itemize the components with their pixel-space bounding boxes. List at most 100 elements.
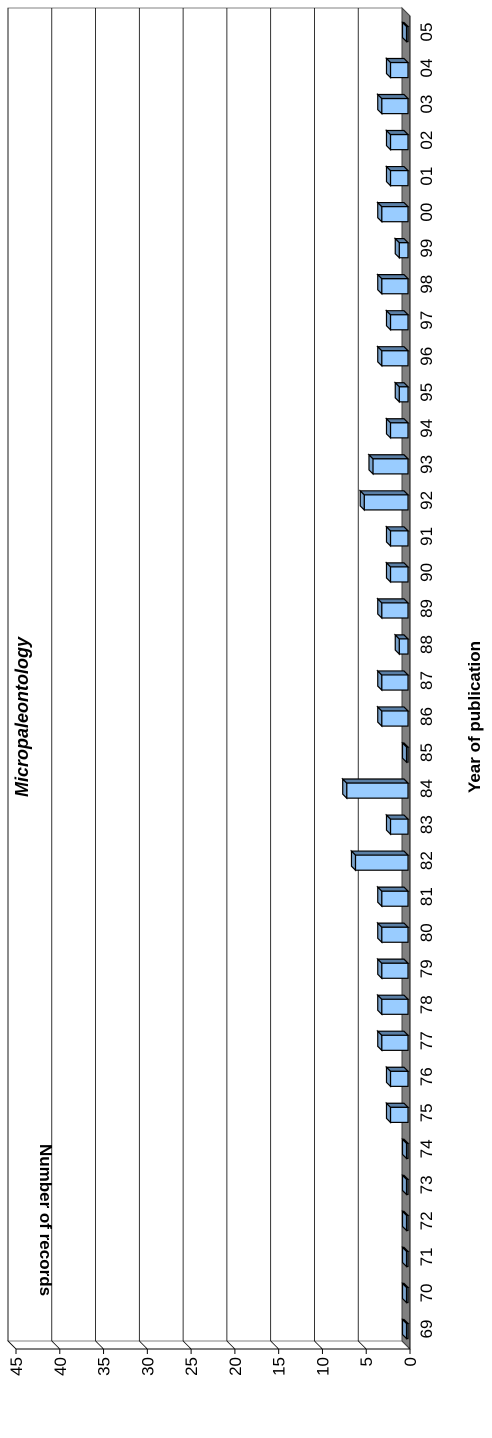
x-tick-label: 70 [417,1283,436,1302]
bar-side [358,490,410,496]
bar [381,278,409,295]
y-tick-label: 30 [138,1357,157,1376]
x-tick-label: 85 [417,743,436,762]
bar [381,710,409,727]
bar-side [376,706,410,712]
bar-side [376,670,410,676]
bar-side [385,814,410,820]
bar [381,350,409,367]
bar [389,422,409,439]
bar [398,242,409,259]
gridline-side [51,1340,61,1350]
x-tick-label: 97 [417,311,436,330]
x-tick-label: 78 [417,995,436,1014]
x-tick-label: 73 [417,1175,436,1194]
bar-side [376,346,410,352]
x-tick-label: 95 [417,383,436,402]
bar [372,458,409,475]
bar [389,133,409,151]
bar-side [385,310,410,316]
bar [389,169,409,187]
x-tick-label: 76 [417,1067,436,1086]
bar-side [401,1282,410,1288]
bar [389,530,409,547]
bar-side [341,778,410,784]
bar-side [385,57,410,64]
gridline-side [7,1340,17,1350]
x-tick-label: 02 [417,131,436,150]
bar-side [385,1102,410,1108]
plot-area: 0510152025303540456970717273747576777879… [6,6,436,1376]
bar-side [385,562,410,568]
bar-side [385,526,410,532]
x-tick-label: 93 [417,455,436,474]
x-tick-label: 84 [417,779,436,798]
x-tick-label: 87 [417,671,436,690]
x-tick-label: 99 [417,239,436,258]
x-tick-label: 71 [417,1247,436,1266]
bar [381,97,409,115]
gridline-side [314,1340,323,1350]
bar-side [401,21,410,28]
bar [381,602,409,619]
x-tick-label: 86 [417,707,436,726]
bar-side [393,382,410,388]
x-tick-label: 69 [417,1320,436,1339]
bar-side [376,886,410,892]
bar [389,61,409,79]
y-tick-label: 10 [313,1357,332,1376]
x-tick-label: 04 [417,59,436,78]
bar [381,890,409,907]
bar [381,1034,409,1051]
x-tick-label: 05 [417,23,436,42]
bar-side [376,922,410,928]
x-tick-label: 92 [417,491,436,510]
y-tick-label: 20 [226,1357,245,1376]
y-axis-title: Number of records [36,1144,55,1296]
bar-side [401,1318,410,1325]
bar [381,962,409,979]
y-tick-label: 0 [401,1357,420,1366]
x-tick-label: 74 [417,1139,436,1158]
bar [381,926,409,943]
y-tick-label: 5 [357,1357,376,1366]
x-tick-label: 83 [417,815,436,834]
bar [346,782,409,799]
bar-side [350,850,410,856]
x-tick-label: 77 [417,1031,436,1050]
x-tick-label: 96 [417,347,436,366]
bar [389,566,409,583]
bar [363,494,409,511]
bar [389,1106,409,1123]
bar-side [401,1210,410,1216]
y-tick-label: 35 [95,1357,114,1376]
bar [381,205,409,223]
gridline-side [357,1340,367,1350]
bar-side [376,201,410,208]
bar-side [376,1030,410,1036]
bar [398,386,409,403]
gridline-side [226,1340,236,1350]
bar-side [385,418,410,424]
bar-side [385,165,410,172]
y-tick-label: 15 [270,1357,289,1376]
y-tick-label: 45 [7,1357,26,1376]
bar-side [376,93,410,100]
x-tick-label: 75 [417,1103,436,1122]
bar [389,1070,409,1087]
bar-side [367,454,410,460]
bar-side [393,634,410,640]
x-tick-label: 72 [417,1211,436,1230]
x-tick-label: 82 [417,851,436,870]
x-tick-label: 79 [417,959,436,978]
x-tick-label: 91 [417,527,436,546]
bar-side [376,994,410,1000]
x-tick-label: 98 [417,275,436,294]
bar-side [401,742,410,748]
x-tick-label: 88 [417,635,436,654]
bar-side [385,1066,410,1072]
x-tick-label: 03 [417,95,436,114]
gridline-side [182,1340,192,1350]
